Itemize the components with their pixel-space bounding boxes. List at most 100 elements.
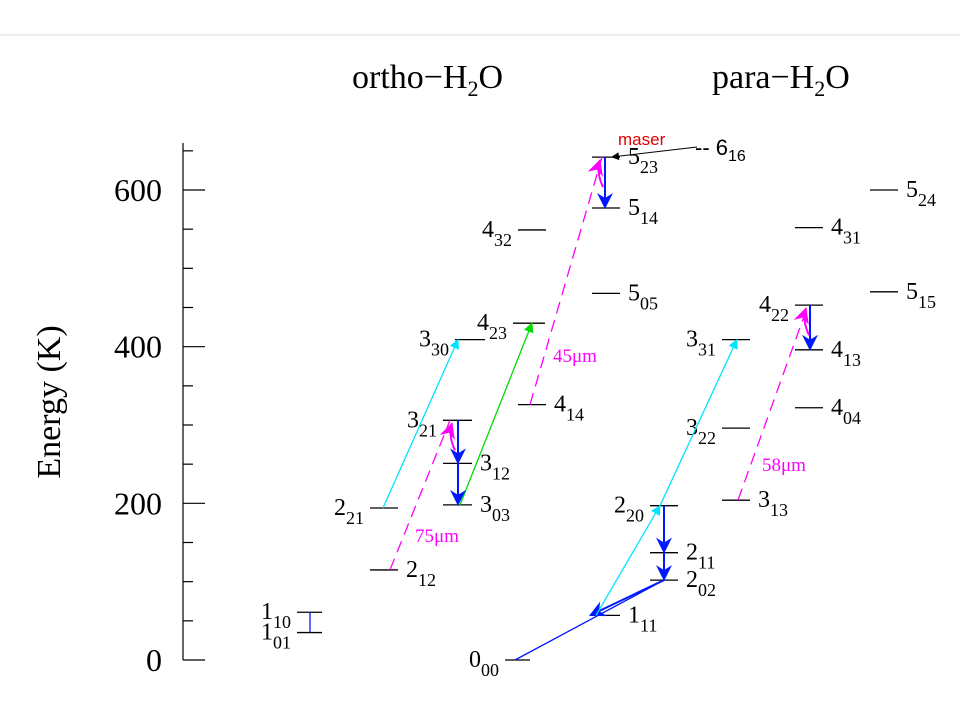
level-label: 212 bbox=[406, 557, 436, 590]
level-name: 5 bbox=[906, 279, 918, 305]
level-sub: 21 bbox=[419, 420, 437, 440]
level-name: 3 bbox=[686, 327, 698, 353]
level-label: 413 bbox=[831, 337, 861, 370]
level-name: 5 bbox=[628, 144, 640, 170]
level-sub: 12 bbox=[418, 570, 436, 590]
level-sub: 02 bbox=[698, 580, 716, 600]
level-name: 5 bbox=[628, 195, 640, 221]
level-name: 4 bbox=[554, 392, 566, 418]
level-sub: 20 bbox=[626, 506, 644, 526]
transition bbox=[514, 579, 665, 661]
level-label: 414 bbox=[554, 392, 584, 425]
pump-arrow bbox=[587, 159, 604, 188]
level-label: 000 bbox=[469, 647, 499, 680]
transition bbox=[737, 304, 809, 501]
pump-arrow bbox=[439, 422, 456, 451]
level-sub: 10 bbox=[273, 612, 291, 632]
wavelength-label: 75μm bbox=[415, 526, 459, 547]
wavelength-label: 45μm bbox=[553, 346, 597, 367]
level-name: 3 bbox=[758, 487, 770, 513]
level-sub: 05 bbox=[640, 293, 658, 313]
level-name: 4 bbox=[759, 292, 771, 318]
level-sub: 03 bbox=[492, 505, 510, 525]
level-sub: 13 bbox=[770, 500, 788, 520]
level-name: 0 bbox=[469, 647, 481, 673]
level-sub: 21 bbox=[346, 508, 364, 528]
level-sub: 22 bbox=[698, 428, 716, 448]
tick-label: 600 bbox=[114, 172, 162, 208]
level-label: 313 bbox=[758, 487, 788, 520]
level-name: 2 bbox=[614, 493, 626, 519]
level-label: 211 bbox=[686, 540, 715, 573]
level-label: 303 bbox=[480, 492, 510, 525]
level-name: 1 bbox=[261, 599, 273, 625]
level-sub: 11 bbox=[698, 553, 715, 573]
level-sub: 01 bbox=[273, 633, 291, 653]
level-name: 3 bbox=[686, 415, 698, 441]
level-sub: 32 bbox=[494, 230, 512, 250]
level-name: 1 bbox=[261, 620, 273, 646]
pump-arrow bbox=[793, 307, 810, 336]
level-sub: 04 bbox=[843, 408, 861, 428]
para-header: para−H2O bbox=[712, 59, 850, 101]
level-label: 321 bbox=[407, 407, 437, 440]
level-name: 3 bbox=[480, 450, 492, 476]
level-sub: 00 bbox=[481, 660, 499, 680]
level-sub: 23 bbox=[640, 157, 658, 177]
level-sub: 24 bbox=[918, 190, 936, 210]
level-name: 4 bbox=[831, 215, 843, 241]
level-label: 330 bbox=[419, 327, 449, 360]
level-name: 1 bbox=[628, 602, 640, 628]
maser-level: -- 616 bbox=[695, 135, 746, 165]
level-name: 4 bbox=[831, 337, 843, 363]
level-name: 5 bbox=[628, 280, 640, 306]
level-label: 331 bbox=[686, 327, 716, 360]
transition bbox=[595, 504, 661, 616]
level-label: 404 bbox=[831, 395, 861, 428]
level-name: 3 bbox=[407, 407, 419, 433]
level-sub: 14 bbox=[640, 208, 658, 228]
level-label: 422 bbox=[759, 292, 789, 325]
level-label: 221 bbox=[334, 495, 364, 528]
level-label: 432 bbox=[482, 217, 512, 250]
level-label: 514 bbox=[628, 195, 658, 228]
level-name: 3 bbox=[419, 327, 431, 353]
level-name: 5 bbox=[906, 177, 918, 203]
level-sub: 14 bbox=[566, 405, 584, 425]
transition bbox=[389, 420, 451, 571]
level-name: 2 bbox=[334, 495, 346, 521]
transition bbox=[589, 579, 665, 617]
ortho-header: ortho−H2O bbox=[352, 59, 503, 101]
level-name: 2 bbox=[406, 557, 418, 583]
tick-label: 200 bbox=[114, 485, 162, 521]
level-label: 110 bbox=[261, 599, 291, 632]
level-label: 312 bbox=[480, 450, 510, 483]
level-label: 220 bbox=[614, 493, 644, 526]
level-label: 101 bbox=[261, 620, 291, 653]
level-label: 505 bbox=[628, 280, 658, 313]
tick-label: 0 bbox=[146, 642, 162, 678]
level-name: 4 bbox=[477, 310, 489, 336]
level-sub: 22 bbox=[771, 305, 789, 325]
wavelength-label: 58μm bbox=[762, 455, 806, 476]
level-sub: 30 bbox=[431, 340, 449, 360]
level-sub: 31 bbox=[698, 340, 716, 360]
level-label: 202 bbox=[686, 567, 716, 600]
level-sub: 15 bbox=[918, 292, 936, 312]
level-label: 524 bbox=[906, 177, 936, 210]
axis-label: Energy (K) bbox=[31, 325, 68, 478]
level-name: 2 bbox=[686, 540, 698, 566]
level-sub: 13 bbox=[843, 350, 861, 370]
level-sub: 11 bbox=[640, 615, 657, 635]
level-label: 515 bbox=[906, 279, 936, 312]
tick-label: 400 bbox=[114, 329, 162, 365]
level-label: 111 bbox=[628, 602, 657, 635]
level-sub: 12 bbox=[492, 463, 510, 483]
level-name: 4 bbox=[831, 395, 843, 421]
level-label: 431 bbox=[831, 215, 861, 248]
level-name: 4 bbox=[482, 217, 494, 243]
transition bbox=[529, 156, 603, 405]
maser-arrow bbox=[611, 146, 698, 161]
level-sub: 23 bbox=[489, 323, 507, 343]
